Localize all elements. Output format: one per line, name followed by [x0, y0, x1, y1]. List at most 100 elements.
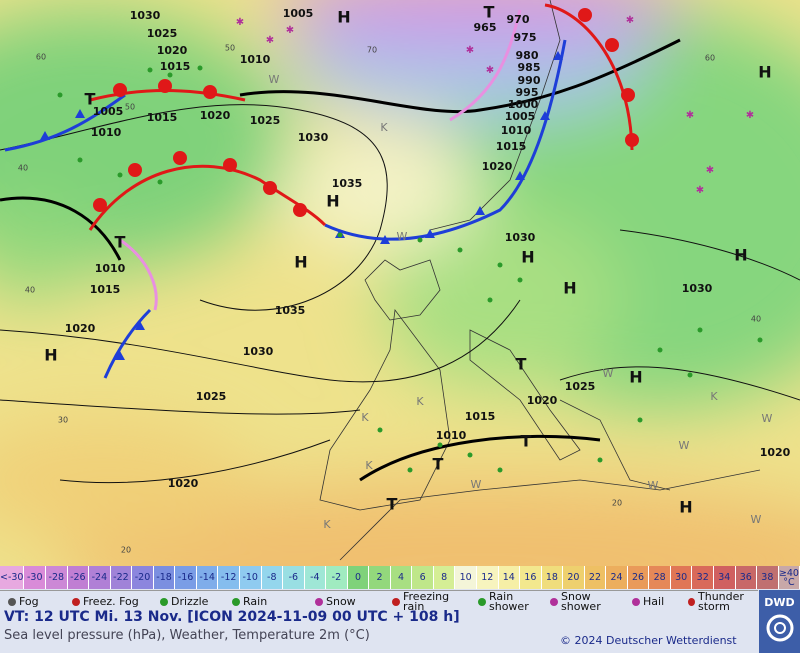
front-symbol [380, 235, 390, 244]
troughs [0, 38, 681, 482]
front-symbol [263, 181, 277, 195]
scale-cell: -4 [304, 566, 327, 589]
pressure-center: H [758, 63, 771, 82]
cold-front [324, 39, 567, 241]
legend-label: Rain [243, 595, 268, 608]
isobar-label: 1005 [93, 105, 124, 118]
legend-label: Freezing rain [403, 590, 450, 613]
isobar-label: 1020 [168, 477, 199, 490]
isobar-label: 965 [474, 21, 497, 34]
front-symbol [93, 198, 107, 212]
snow-symbol: ✱ [466, 45, 474, 56]
scale-cell: -6 [283, 566, 305, 589]
front-symbol [625, 133, 639, 147]
pressure-center: H [294, 253, 307, 272]
map-marker: W [762, 412, 773, 425]
rain-symbol [417, 237, 423, 243]
isobar-label: 1025 [196, 390, 227, 403]
front-symbol [113, 83, 127, 97]
weather-legend: Fog Freez. Fog Drizzle Rain Snow Freezing rai… [0, 590, 758, 613]
legend-label: Hail [643, 595, 665, 608]
scale-cell: -24 [89, 566, 111, 589]
occlusion [449, 9, 522, 122]
scale-cell: 16 [520, 566, 542, 589]
map-marker: K [365, 459, 373, 472]
grid-label: 40 [751, 315, 761, 324]
isobar-label: 1020 [200, 109, 231, 122]
logo-text: DWD [764, 596, 795, 609]
rain-symbol [497, 467, 503, 473]
map-marker: K [323, 518, 331, 531]
map-marker: K [361, 411, 369, 424]
legend-icon [232, 598, 240, 606]
scale-cell: -22 [110, 566, 133, 589]
isobar-label: 1010 [501, 124, 532, 137]
snow-symbol: ✱ [266, 35, 274, 46]
legend-item: Snow shower [550, 591, 611, 612]
rain-symbol [497, 262, 503, 268]
map-marker: W [471, 478, 482, 491]
scale-cell: 20 [563, 566, 585, 589]
legend-item: Fog [8, 592, 39, 612]
rain-symbol [437, 442, 443, 448]
pressure-center: H [734, 246, 747, 265]
legend-item: Hail [632, 592, 664, 612]
isobar-label: 1015 [496, 140, 527, 153]
snow-symbol: ✱ [236, 17, 244, 28]
scale-cell: -26 [67, 566, 90, 589]
pressure-center: T [484, 3, 495, 22]
scale-cell: -20 [132, 566, 154, 589]
isobar-label: 1035 [275, 304, 306, 317]
grid-label: 70 [367, 46, 377, 55]
legend-icon [688, 598, 695, 606]
legend-label: Rain shower [489, 590, 529, 613]
front-symbol [605, 38, 619, 52]
isobar-label: 1010 [91, 126, 122, 139]
legend-item: Freezing rain [392, 590, 453, 613]
pressure-center: H [44, 346, 57, 365]
front-symbol [578, 8, 592, 22]
warm-front [544, 3, 634, 151]
scale-cell: -12 [218, 566, 240, 589]
snow-symbol: ✱ [626, 15, 634, 26]
scale-cell: -30 [24, 566, 47, 589]
pressure-center: H [679, 498, 692, 517]
legend-item: Freez. Fog [72, 592, 139, 612]
rain-symbol [467, 452, 473, 458]
legend-icon [315, 598, 323, 606]
legend-icon [632, 598, 640, 606]
scale-cell: 12 [476, 566, 499, 589]
snow-symbol: ✱ [686, 110, 694, 121]
legend-label: Drizzle [171, 595, 209, 608]
legend-item: Thunder storm [688, 591, 758, 612]
valid-time: VT: 12 UTC Mi. 13 Nov. [ICON 2024-11-09 … [4, 609, 460, 625]
grid-label: 60 [705, 54, 715, 63]
pressure-center: T [433, 455, 444, 474]
isobar-label: 995 [516, 86, 539, 99]
scale-cell: 18 [541, 566, 564, 589]
front-symbol [475, 206, 485, 215]
rain-symbol [597, 457, 603, 463]
legend-label: Snow [326, 595, 356, 608]
grid-label: 50 [125, 103, 135, 112]
legend-item: Snow [315, 592, 356, 612]
rain-symbol [337, 232, 343, 238]
front-symbol [173, 151, 187, 165]
scale-cell: -10 [239, 566, 262, 589]
scale-cell: -28 [46, 566, 68, 589]
rain-symbol [487, 297, 493, 303]
scale-cell: 32 [692, 566, 714, 589]
pressure-center: T [516, 355, 527, 374]
pressure-center: T [387, 495, 398, 514]
front-symbol [128, 163, 142, 177]
map-marker: K [416, 395, 424, 408]
rain-symbol [757, 337, 763, 343]
front-symbol [223, 158, 237, 172]
pressure-center: H [521, 248, 534, 267]
snow-symbol: ✱ [696, 185, 704, 196]
map-marker: W [648, 479, 659, 492]
copyright: © 2024 Deutscher Wetterdienst [560, 634, 737, 647]
rain-symbol [117, 172, 123, 178]
scale-cell: 14 [498, 566, 521, 589]
scale-cell: <-30 [0, 566, 25, 589]
